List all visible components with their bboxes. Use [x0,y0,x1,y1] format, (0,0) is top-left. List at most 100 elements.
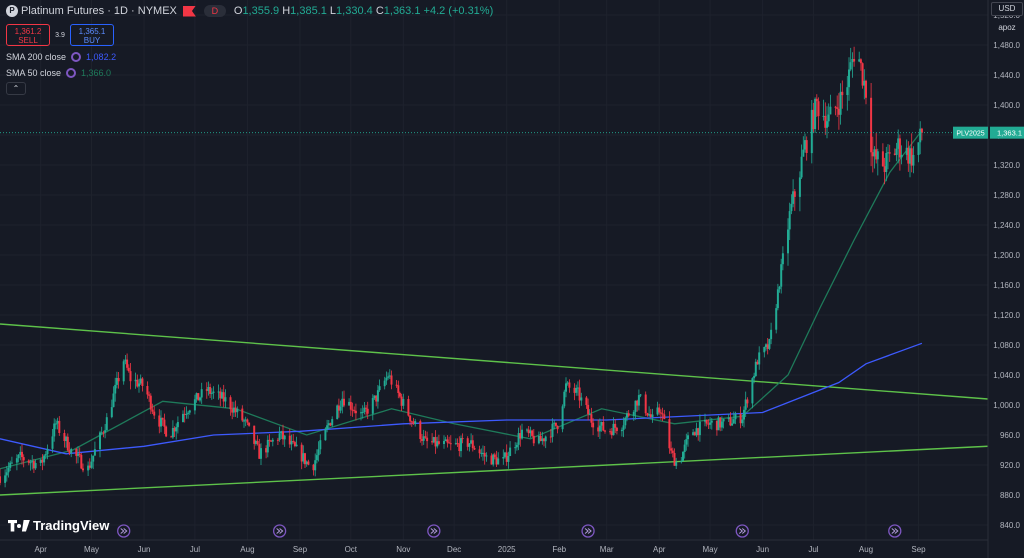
candle[interactable] [256,441,259,445]
candle[interactable] [609,431,612,433]
candle[interactable] [126,359,129,368]
candle[interactable] [253,425,256,444]
candle[interactable] [307,461,310,465]
candle[interactable] [646,413,649,416]
candle[interactable] [526,429,528,431]
candle[interactable] [365,407,368,409]
candle[interactable] [360,412,362,414]
candle[interactable] [327,423,330,426]
candle[interactable] [305,461,308,465]
candle[interactable] [473,448,476,450]
candle[interactable] [909,148,911,164]
candle[interactable] [454,443,457,445]
candle[interactable] [490,455,493,465]
candle[interactable] [422,436,425,441]
candle[interactable] [766,344,769,349]
candle[interactable] [519,433,522,439]
candle[interactable] [15,458,18,463]
candle[interactable] [732,419,735,424]
candle[interactable] [812,109,815,130]
candle[interactable] [612,423,615,436]
candle[interactable] [205,389,208,391]
candle[interactable] [409,415,412,422]
candle[interactable] [720,421,723,428]
candle[interactable] [31,461,34,463]
candle[interactable] [507,456,510,462]
candle[interactable] [376,390,379,402]
candle[interactable] [685,439,688,445]
candle[interactable] [224,397,227,402]
candle[interactable] [754,361,757,376]
candle[interactable] [651,414,654,418]
candle[interactable] [622,425,625,430]
candle[interactable] [544,436,547,442]
candle[interactable] [54,423,57,425]
candle[interactable] [470,440,473,444]
candle[interactable] [826,121,828,128]
candle[interactable] [282,431,284,440]
candle[interactable] [853,59,856,62]
candle[interactable] [578,387,581,401]
candle[interactable] [504,452,506,457]
candle[interactable] [104,430,107,433]
candle[interactable] [82,468,84,471]
candle[interactable] [93,449,96,456]
candle[interactable] [858,59,861,62]
candle[interactable] [148,394,151,396]
candle[interactable] [824,115,827,128]
trendline[interactable] [0,323,989,400]
candle[interactable] [138,383,140,387]
candle[interactable] [246,419,249,423]
candle[interactable] [727,417,730,420]
candle[interactable] [319,440,322,450]
candle[interactable] [802,149,805,157]
candle[interactable] [644,394,647,414]
candle[interactable] [659,412,662,414]
candle[interactable] [509,447,512,456]
candle[interactable] [149,395,152,410]
candle[interactable] [561,406,564,430]
candle[interactable] [881,151,884,167]
candle[interactable] [839,91,842,115]
candle[interactable] [141,378,144,387]
candle[interactable] [587,404,590,415]
candle[interactable] [236,408,239,413]
candle[interactable] [715,420,718,431]
candle[interactable] [743,409,745,420]
candle[interactable] [529,430,532,434]
candle[interactable] [388,375,391,377]
candle[interactable] [99,432,101,450]
candle[interactable] [731,423,734,426]
candle[interactable] [817,101,820,117]
candle[interactable] [446,439,449,443]
candle[interactable] [19,451,22,455]
candle[interactable] [680,461,683,463]
candle[interactable] [414,421,417,425]
candle[interactable] [539,436,542,442]
candle[interactable] [351,409,354,411]
candle[interactable] [449,443,452,445]
candle[interactable] [775,308,778,330]
candle[interactable] [822,115,825,117]
candle[interactable] [88,465,91,468]
candle[interactable] [407,399,410,416]
candle[interactable] [44,454,47,456]
candle[interactable] [212,391,215,393]
candle[interactable] [804,140,806,150]
candle[interactable] [68,450,71,454]
candle[interactable] [361,412,364,413]
candle[interactable] [673,453,676,466]
candle[interactable] [746,399,749,404]
candle[interactable] [32,461,35,469]
candle[interactable] [910,148,913,166]
candle[interactable] [648,414,651,416]
candle[interactable] [39,459,42,463]
candle[interactable] [682,451,684,462]
candle[interactable] [480,452,483,454]
candle[interactable] [117,378,120,382]
candle[interactable] [549,436,552,438]
candle[interactable] [443,441,445,444]
candle[interactable] [521,429,523,439]
candle[interactable] [543,438,545,442]
